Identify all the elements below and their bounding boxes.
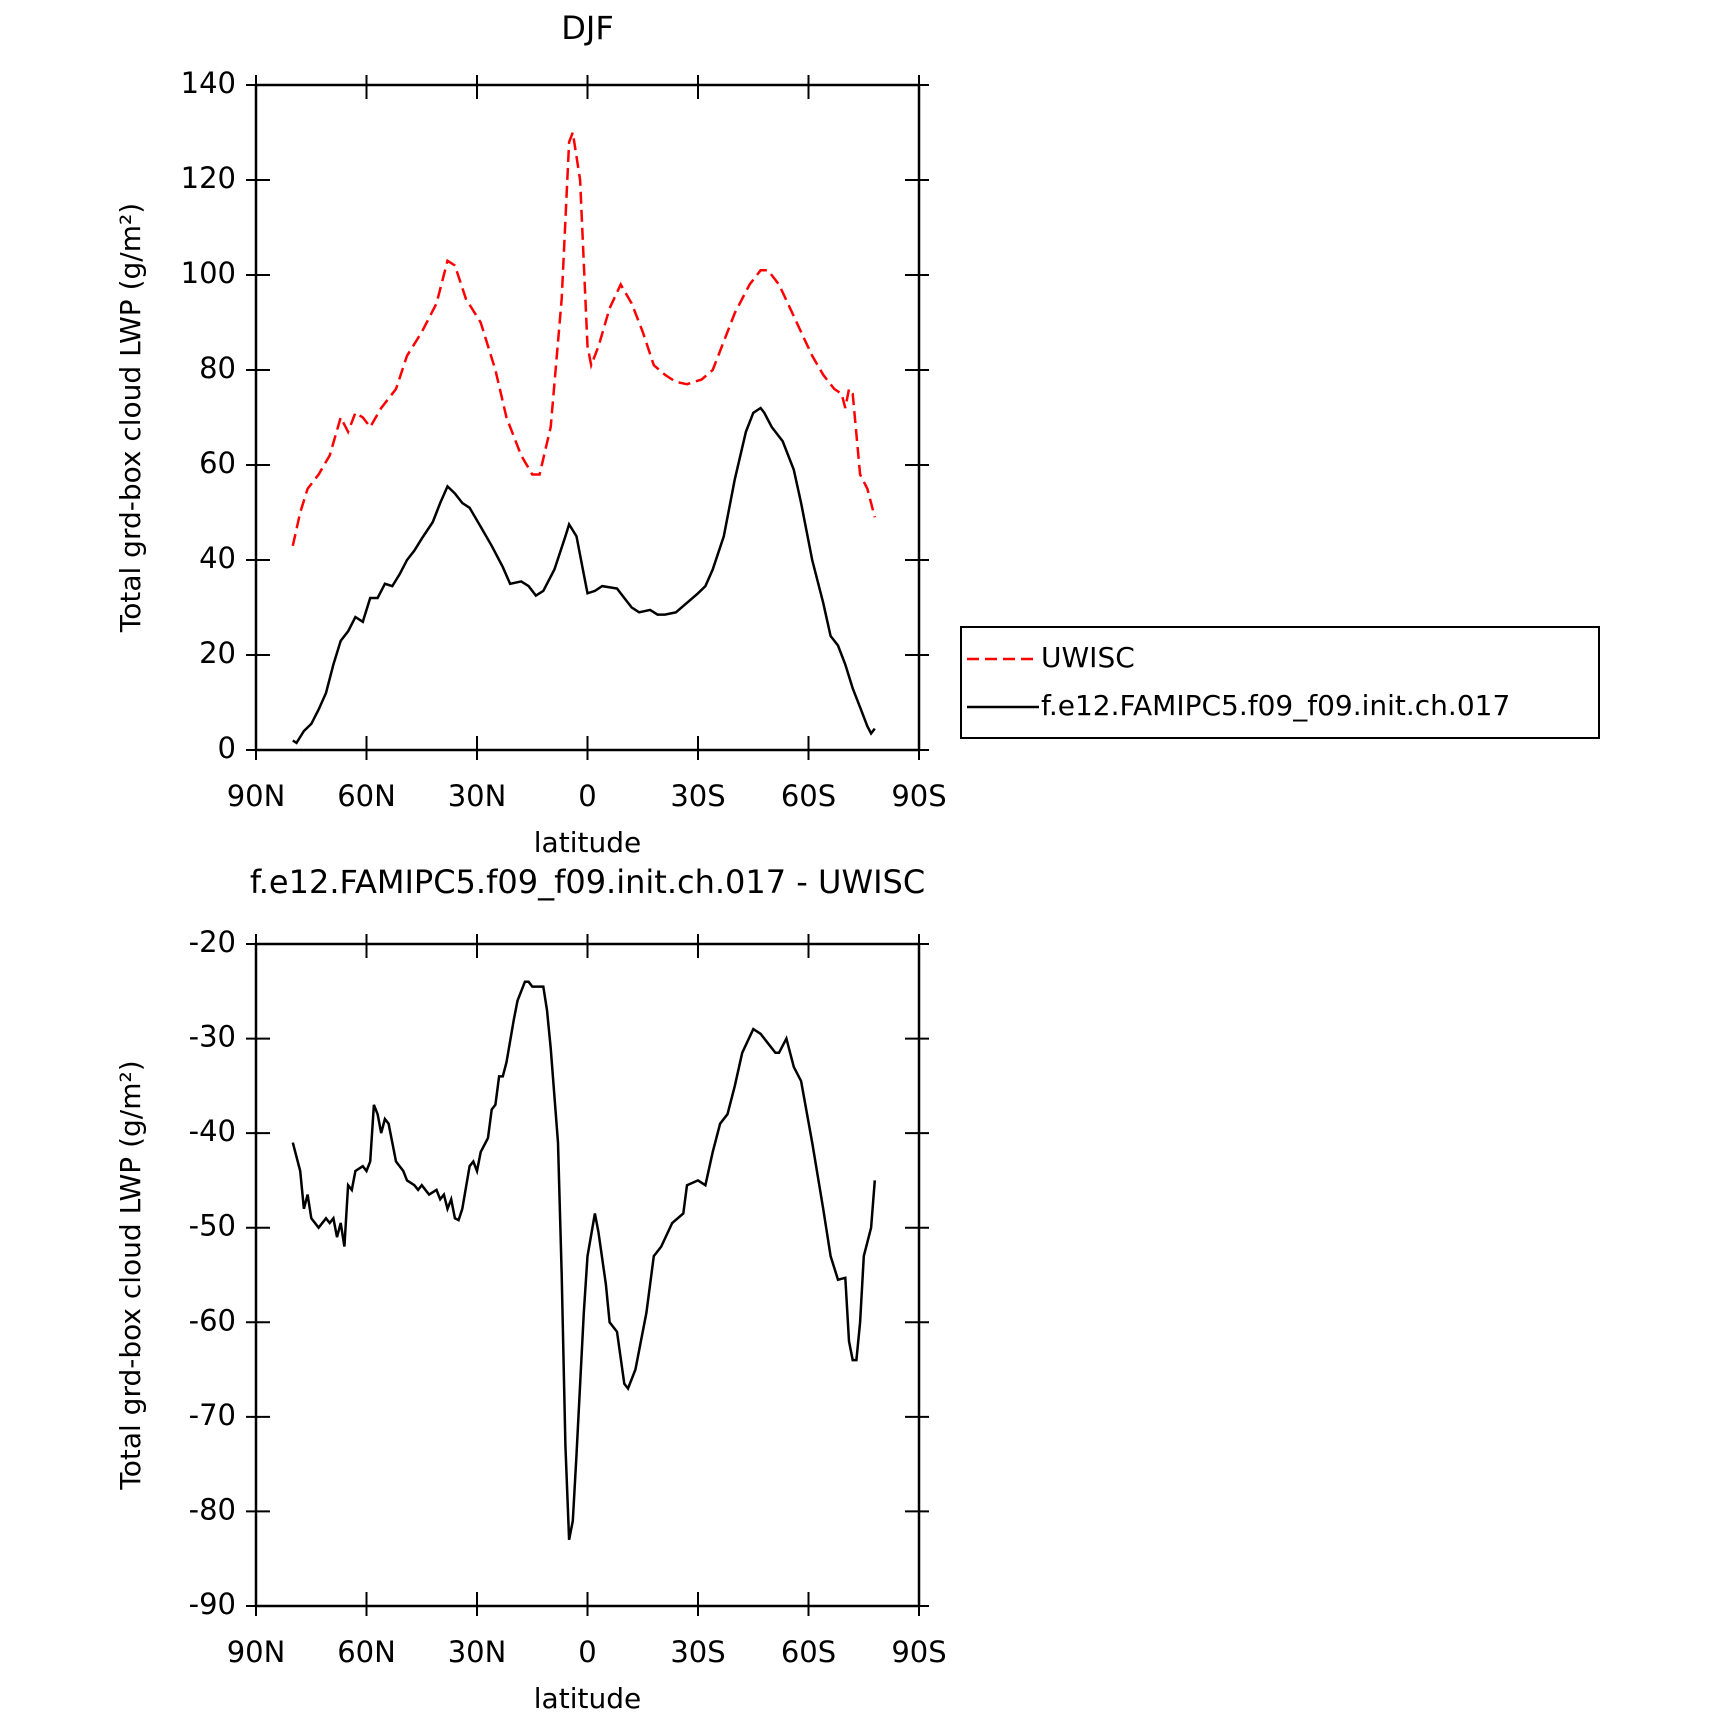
y-tick-label: -40 — [189, 1114, 236, 1148]
y-axis-label: Total grd-box cloud LWP (g/m²) — [114, 1060, 147, 1490]
y-tick-label: 60 — [199, 446, 236, 480]
chart-title: DJF — [561, 9, 613, 47]
y-tick-label: 120 — [181, 161, 236, 195]
y-tick-label: -60 — [189, 1303, 236, 1337]
x-axis-label: latitude — [534, 826, 641, 859]
y-tick-label: -70 — [189, 1398, 236, 1432]
legend-label: f.e12.FAMIPC5.f09_f09.init.ch.017 — [1041, 689, 1510, 722]
x-tick-label: 30S — [670, 1635, 725, 1669]
x-tick-label: 30N — [448, 1635, 507, 1669]
x-axis-label: latitude — [534, 1682, 641, 1715]
y-tick-label: 100 — [181, 256, 236, 290]
x-tick-label: 60N — [337, 779, 396, 813]
x-tick-label: 30N — [448, 779, 507, 813]
y-tick-label: -30 — [189, 1020, 236, 1054]
y-tick-label: 0 — [218, 731, 236, 765]
y-tick-label: 20 — [199, 636, 236, 670]
legend-label: UWISC — [1041, 641, 1135, 674]
x-tick-label: 90S — [891, 779, 946, 813]
x-tick-label: 0 — [578, 1635, 596, 1669]
x-tick-label: 60S — [781, 1635, 836, 1669]
x-tick-label: 60N — [337, 1635, 396, 1669]
y-tick-label: -90 — [189, 1587, 236, 1621]
x-tick-label: 30S — [670, 779, 725, 813]
x-tick-label: 60S — [781, 779, 836, 813]
legend-box — [960, 626, 1600, 739]
x-tick-label: 0 — [578, 779, 596, 813]
plot-frame — [254, 83, 921, 752]
x-tick-label: 90N — [227, 1635, 286, 1669]
data-line — [292, 406, 876, 745]
y-tick-label: -20 — [189, 925, 236, 959]
data-line — [291, 127, 877, 547]
y-axis-label: Total grd-box cloud LWP (g/m²) — [114, 203, 147, 633]
y-tick-label: 80 — [199, 351, 236, 385]
data-line — [291, 980, 877, 1541]
x-tick-label: 90N — [227, 779, 286, 813]
y-tick-label: -80 — [189, 1492, 236, 1526]
chart-title: f.e12.FAMIPC5.f09_f09.init.ch.017 - UWIS… — [250, 863, 925, 901]
y-tick-label: 40 — [199, 541, 236, 575]
y-tick-label: -50 — [189, 1209, 236, 1243]
y-tick-label: 140 — [181, 66, 236, 100]
x-tick-label: 90S — [891, 1635, 946, 1669]
